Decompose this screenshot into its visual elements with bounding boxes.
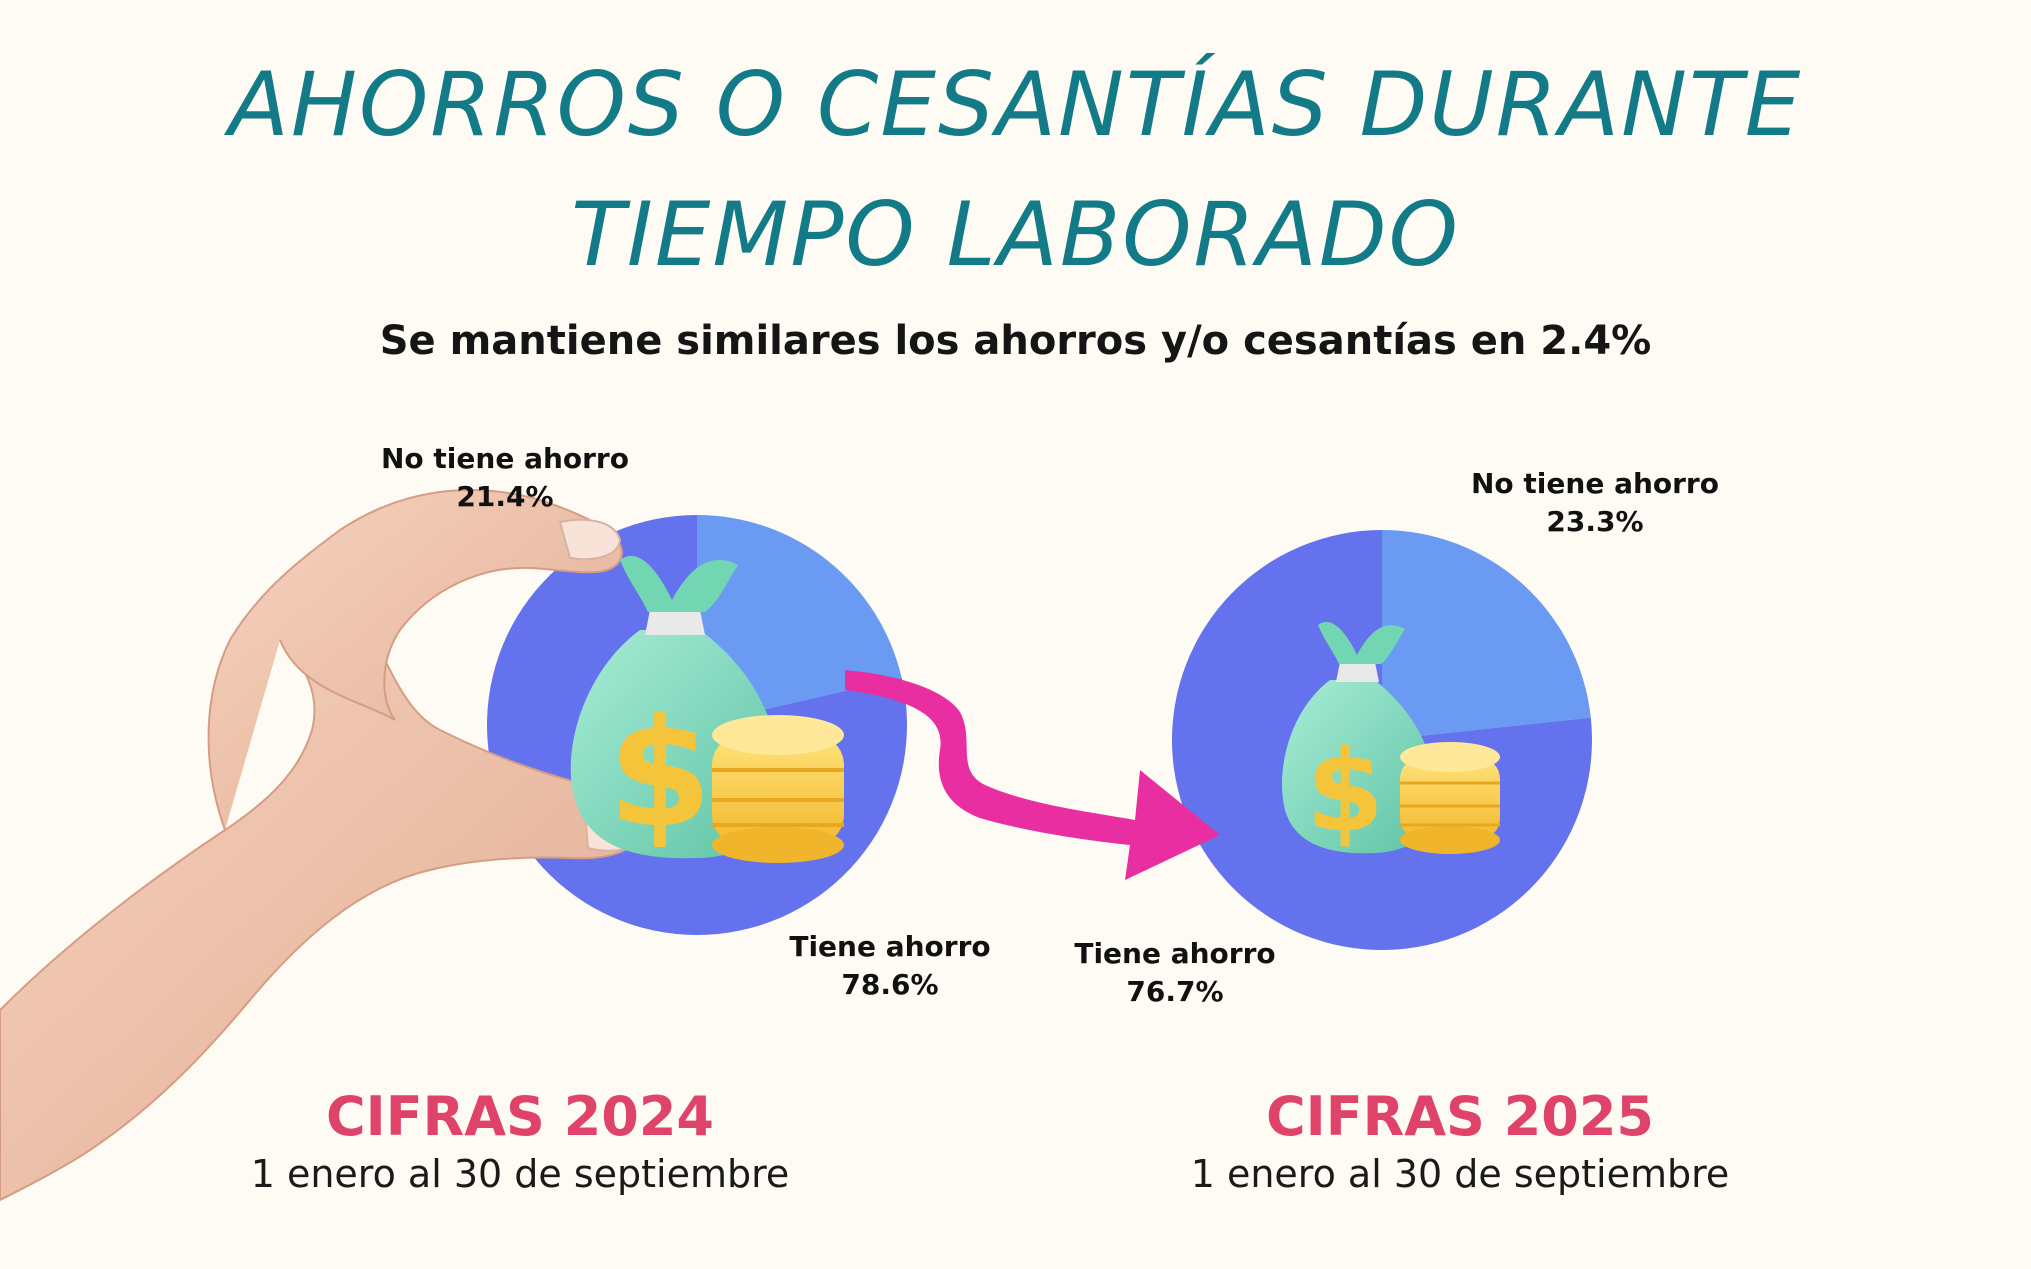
footer-title-2024: CIFRAS 2024 [326,1085,714,1148]
footer-range-2024: 1 enero al 30 de septiembre [250,1152,790,1196]
title-line-1: AHORROS O CESANTÍAS DURANTE [228,53,1803,156]
title-line-2: TIEMPO LABORADO [571,183,1460,286]
coin-stack-icon [1400,742,1500,854]
arrow-icon [845,670,1220,880]
money-bag-icon: $ [1282,622,1437,857]
subtitle: Se mantiene similares los ahorros y/o ce… [379,318,1652,364]
footer-2024: CIFRAS 2024 1 enero al 30 de septiembre [200,1085,840,1199]
footer-title-2025: CIFRAS 2025 [1266,1085,1654,1148]
slice-label-no-tiene-2025: No tiene ahorro 23.3% [1471,467,1719,538]
svg-text:$: $ [1306,727,1384,857]
footer-2025: CIFRAS 2025 1 enero al 30 de septiembre [1140,1085,1780,1199]
slice-label-tiene-2025: Tiene ahorro 76.7% [1074,937,1276,1008]
svg-text:$: $ [608,687,712,861]
page-title: AHORROS O CESANTÍAS DURANTE TIEMPO LABOR… [0,40,2031,300]
pie-slice-no-tiene-ahorro-2025 [1382,530,1591,740]
slice-label-no-tiene-2024: No tiene ahorro 21.4% [381,442,629,513]
slice-label-tiene-2024: Tiene ahorro 78.6% [789,930,991,1001]
footer-range-2025: 1 enero al 30 de septiembre [1190,1152,1730,1196]
coin-stack-icon [712,715,844,863]
